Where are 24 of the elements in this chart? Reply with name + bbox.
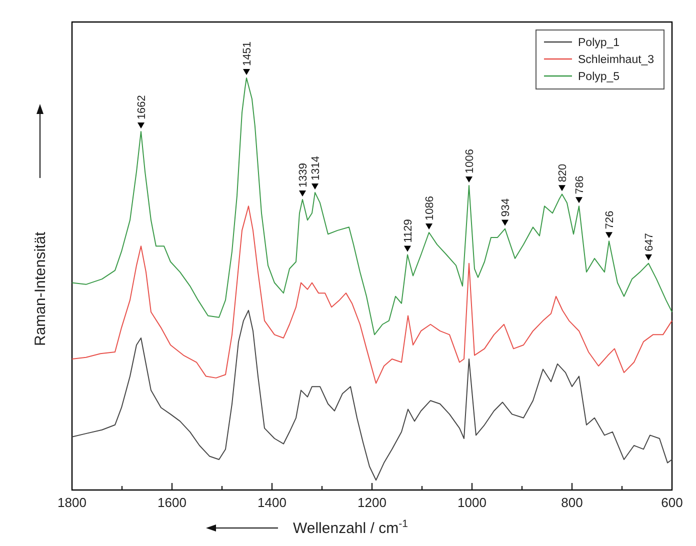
annotation: 1314 bbox=[310, 156, 322, 181]
x-tick-label: 1200 bbox=[358, 495, 386, 510]
x-tick-label: 1800 bbox=[58, 495, 86, 510]
y-axis-title: Raman-Intensität bbox=[32, 230, 49, 346]
annotation: 647 bbox=[644, 233, 656, 252]
annotation: 726 bbox=[604, 210, 616, 230]
annotation: 934 bbox=[500, 198, 512, 217]
x-tick-label: 800 bbox=[561, 495, 583, 510]
annotation: 1006 bbox=[464, 149, 476, 174]
legend-label: Schleimhaut_3 bbox=[578, 54, 654, 66]
x-tick-label: 600 bbox=[661, 495, 683, 510]
x-tick-label: 1600 bbox=[158, 495, 186, 510]
annotation: 786 bbox=[574, 176, 586, 194]
annotation: 1086 bbox=[424, 196, 436, 220]
legend-label: Polyp_1 bbox=[578, 37, 620, 49]
annotation: 1339 bbox=[298, 163, 310, 188]
annotation: 1662 bbox=[136, 95, 148, 120]
annotation: 1451 bbox=[242, 42, 254, 66]
x-axis-title: Wellenzahl / cm$^{-1}$ bbox=[293, 518, 408, 537]
x-tick-label: 1400 bbox=[258, 495, 286, 510]
annotation: 1129 bbox=[402, 219, 414, 243]
x-tick-label: 1000 bbox=[458, 495, 486, 510]
annotation: 820 bbox=[557, 164, 569, 182]
legend-label: Polyp_5 bbox=[578, 71, 620, 83]
